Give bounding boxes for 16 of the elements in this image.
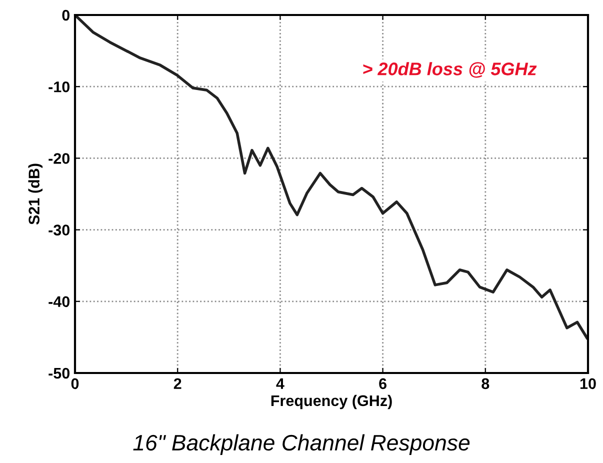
x-tick-label: 6 [379,378,386,390]
x-tick-label: 10 [580,378,596,390]
y-tick-label: -10 [48,81,70,92]
x-tick-label: 0 [71,378,79,390]
text: 16" Backplane Channel Response [133,434,470,455]
y-tick-label: -40 [48,296,70,308]
y-tick-label: 0 [62,10,70,21]
y-tick-label: -30 [48,224,70,236]
y-axis-title: S21 (dB) [28,164,43,225]
y-tick-label: -20 [48,153,70,164]
x-axis-title: Frequency (GHz) [271,394,392,410]
x-tick-label: 8 [482,378,490,390]
y-tick-label: -50 [48,368,70,379]
annotation: > 20dB loss @ 5GHz [363,62,537,78]
x-tick-label: 2 [174,378,182,389]
x-tick-label: 4 [276,378,284,389]
